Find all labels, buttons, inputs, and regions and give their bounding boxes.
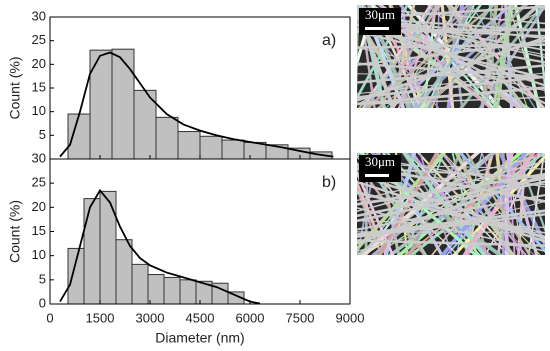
fiber xyxy=(357,153,446,252)
x-tick-label: 9000 xyxy=(336,310,365,325)
y-tick-label: 15 xyxy=(32,223,46,238)
scale-label: 30μm xyxy=(365,7,395,22)
bar xyxy=(179,279,197,305)
x-tick-label: 3000 xyxy=(136,310,165,325)
x-tick-label: 0 xyxy=(46,310,53,325)
y-tick-label: 25 xyxy=(32,175,46,190)
bar xyxy=(111,48,135,160)
y-tick-label: 5 xyxy=(39,127,46,142)
fit-curve xyxy=(59,51,334,158)
y-tick-label: 15 xyxy=(32,79,46,94)
y-tick-label: 30 xyxy=(32,8,46,23)
fiber xyxy=(357,194,545,231)
y-tick-label: 20 xyxy=(32,199,46,214)
bar xyxy=(155,116,179,160)
bar xyxy=(99,190,117,305)
bar xyxy=(147,274,165,305)
x-tick-label: 6000 xyxy=(236,310,265,325)
sem-image xyxy=(341,143,545,265)
fiber xyxy=(357,75,545,99)
bar xyxy=(131,263,149,305)
fiber xyxy=(357,30,545,80)
fiber xyxy=(357,173,545,240)
y-tick-label: 30 xyxy=(32,150,46,165)
fiber xyxy=(492,5,512,108)
panel-label: b) xyxy=(322,174,336,191)
fiber xyxy=(495,5,514,108)
fiber xyxy=(357,36,545,102)
fiber xyxy=(357,169,395,255)
fiber xyxy=(357,64,545,84)
scale-label: 30μm xyxy=(365,154,395,169)
scale-box xyxy=(359,8,401,35)
bar xyxy=(163,276,181,305)
x-tick-label: 1500 xyxy=(86,310,115,325)
bar xyxy=(221,139,245,160)
fit-curve xyxy=(59,188,261,305)
fiber xyxy=(357,154,545,202)
scale-bar xyxy=(365,27,389,30)
y-tick-label: 10 xyxy=(32,103,46,118)
bar xyxy=(67,113,91,160)
bar xyxy=(67,247,85,305)
fiber xyxy=(357,180,545,223)
y-tick-label: 20 xyxy=(32,56,46,71)
fiber xyxy=(408,153,545,255)
scale-bar xyxy=(365,174,389,177)
fiber xyxy=(357,213,545,238)
fiber xyxy=(357,172,545,206)
scale-box xyxy=(359,155,401,182)
y-axis-title: Count (%) xyxy=(7,56,23,119)
bar xyxy=(177,131,201,160)
y-tick-label: 10 xyxy=(32,247,46,262)
fiber xyxy=(341,143,356,265)
y-tick-label: 5 xyxy=(39,271,46,286)
y-axis-title: Count (%) xyxy=(7,200,23,263)
y-tick-label: 0 xyxy=(39,295,46,310)
x-axis-title: Diameter (nm) xyxy=(155,330,244,346)
fiber xyxy=(357,207,545,252)
fiber xyxy=(357,96,545,106)
fiber xyxy=(357,73,545,78)
bar xyxy=(115,239,133,305)
bar xyxy=(83,198,101,305)
panel-label: a) xyxy=(322,32,336,49)
y-tick-label: 25 xyxy=(32,32,46,47)
fiber xyxy=(357,5,358,11)
fiber xyxy=(378,5,438,108)
x-tick-label: 7500 xyxy=(286,310,315,325)
x-tick-label: 4500 xyxy=(186,310,215,325)
bar xyxy=(199,135,223,160)
